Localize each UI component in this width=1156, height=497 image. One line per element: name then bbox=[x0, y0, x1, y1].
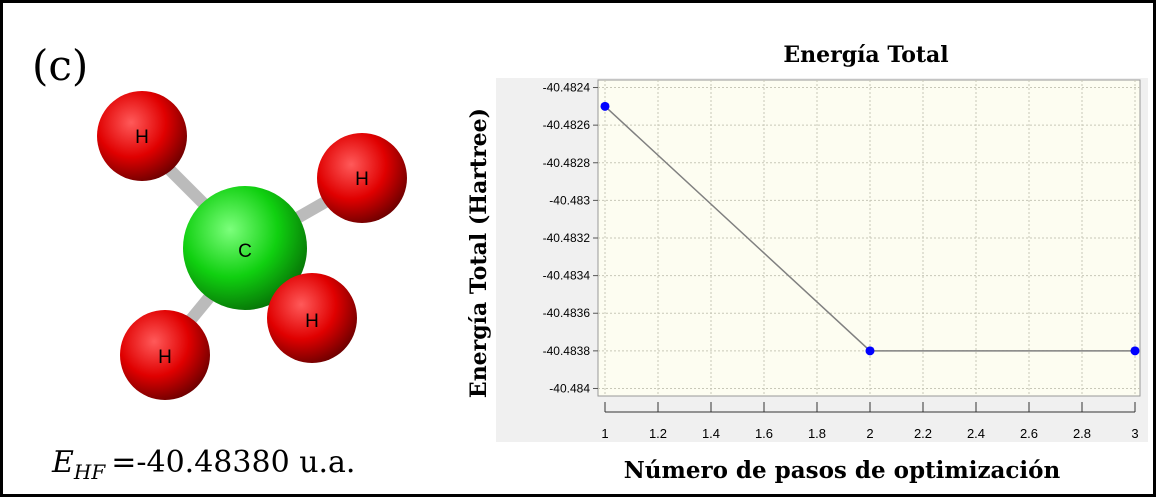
x-tick-label: 1.4 bbox=[702, 426, 720, 441]
data-point bbox=[1131, 346, 1140, 355]
x-tick-label: 2.8 bbox=[1073, 426, 1091, 441]
x-tick-label: 1 bbox=[601, 426, 608, 441]
y-tick-label: -40.4836 bbox=[543, 306, 591, 320]
chart-title: Energía Total bbox=[783, 42, 948, 68]
y-tick-label: -40.4832 bbox=[543, 231, 591, 245]
data-point bbox=[866, 346, 875, 355]
x-tick-label: 1.2 bbox=[649, 426, 667, 441]
energy-text: =-40.48380 u.a. bbox=[111, 445, 355, 480]
energy-symbol: E bbox=[51, 445, 74, 480]
x-tick-label: 3 bbox=[1131, 426, 1138, 441]
y-tick-label: -40.4838 bbox=[543, 344, 591, 358]
energy-subscript: HF bbox=[73, 460, 106, 484]
y-tick-label: -40.483 bbox=[549, 193, 590, 207]
x-tick-label: 2.4 bbox=[967, 426, 985, 441]
atom-label: H bbox=[305, 311, 319, 332]
x-tick-label: 2.6 bbox=[1020, 426, 1038, 441]
panel-label: (c) bbox=[32, 41, 88, 90]
y-axis-title: Energía Total (Hartree) bbox=[466, 108, 492, 398]
atom-label: H bbox=[355, 169, 369, 190]
y-tick-label: -40.4824 bbox=[543, 81, 591, 95]
x-tick-label: 1.6 bbox=[755, 426, 773, 441]
y-tick-label: -40.4828 bbox=[543, 156, 591, 170]
atom-label: H bbox=[135, 127, 149, 148]
figure: (c) H H C H H EHF=-40.48380 u.a. Energía… bbox=[0, 0, 1156, 497]
x-axis-title: Número de pasos de optimización bbox=[624, 457, 1061, 484]
data-point bbox=[601, 102, 610, 111]
y-tick-label: -40.484 bbox=[549, 381, 590, 395]
x-tick-label: 2 bbox=[866, 426, 873, 441]
atom-label: C bbox=[238, 241, 252, 262]
atom-label: H bbox=[158, 347, 172, 368]
y-tick-label: -40.4834 bbox=[543, 269, 591, 283]
x-tick-label: 1.8 bbox=[808, 426, 826, 441]
x-tick-label: 2.2 bbox=[914, 426, 932, 441]
y-tick-label: -40.4826 bbox=[543, 118, 591, 132]
